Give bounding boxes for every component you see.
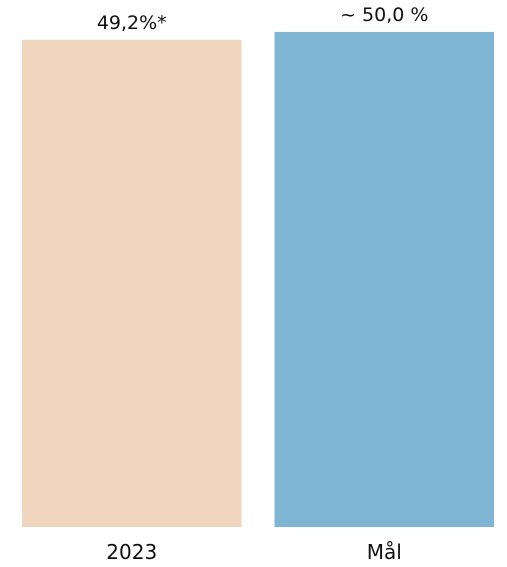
x-tick-label-1: Mål: [367, 540, 402, 564]
bars-group: [22, 31, 494, 527]
bar-0: [22, 39, 242, 527]
value-labels-group: 49,2%* ~ 50,0 %: [97, 4, 429, 34]
bar-1: [274, 31, 494, 527]
data-label-0: 49,2%*: [97, 12, 167, 34]
x-tick-labels-group: 2023 Mål: [106, 540, 401, 564]
x-tick-label-0: 2023: [106, 540, 157, 564]
data-label-1: ~ 50,0 %: [340, 4, 428, 26]
